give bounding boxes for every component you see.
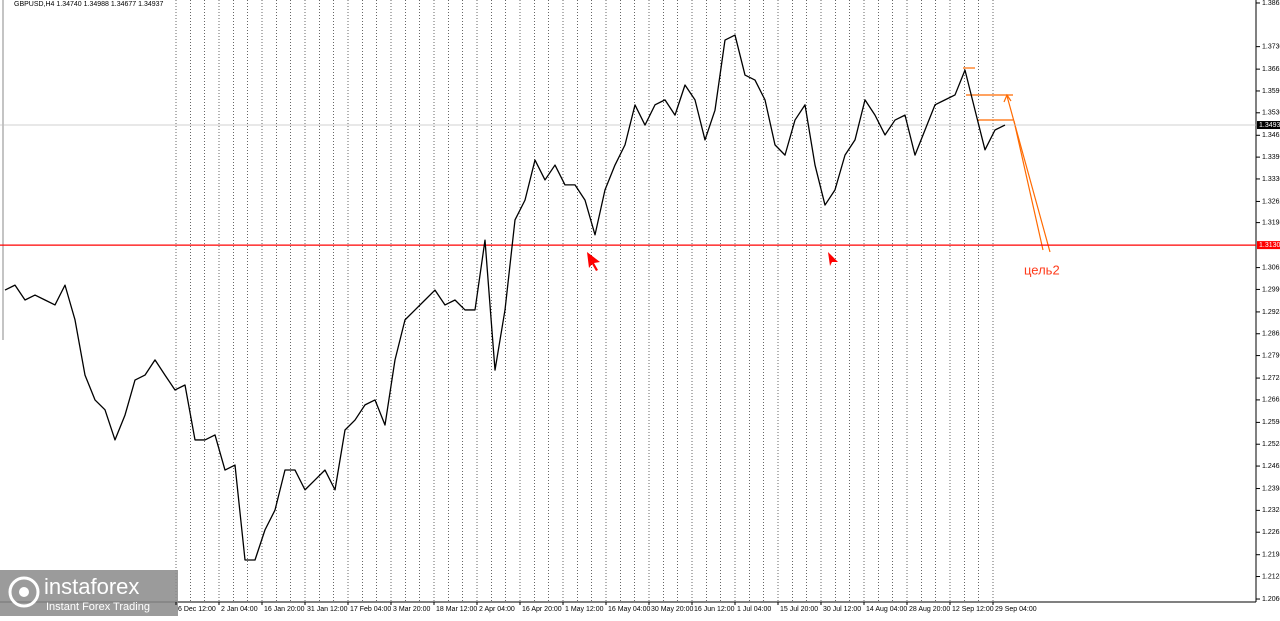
x-tick-label: 1 Jul 04:00 — [737, 606, 771, 613]
y-tick-label: 1.3730 — [1262, 43, 1280, 50]
annotation: цель2 — [1024, 262, 1060, 277]
price-tag — [1257, 241, 1280, 250]
y-tick-label: 1.2594 — [1262, 419, 1280, 426]
x-tick-label: 6 Dec 12:00 — [178, 606, 216, 613]
y-tick-label: 1.2128 — [1262, 573, 1280, 580]
y-tick-label: 1.2262 — [1262, 529, 1280, 536]
y-tick-label: 1.2328 — [1262, 507, 1280, 514]
x-tick-label: 31 Jan 12:00 — [307, 606, 348, 613]
arrow — [587, 252, 600, 271]
price-line — [4, 34, 1006, 561]
x-tick-label: 2 Apr 04:00 — [479, 606, 515, 613]
y-tick-label: 1.3862 — [1262, 0, 1280, 7]
y-tick-label: 1.2862 — [1262, 331, 1280, 338]
price-tag — [1257, 121, 1280, 130]
logo-icon — [19, 587, 29, 597]
y-tick-label: 1.3062 — [1262, 264, 1280, 271]
target-arrow — [1003, 93, 1012, 103]
x-tick-label: 30 May 20:00 — [651, 606, 694, 613]
x-tick-label: 2 Jan 04:00 — [221, 606, 258, 613]
x-tick-label: 16 Apr 20:00 — [522, 606, 562, 613]
y-tick-label: 1.3262 — [1262, 198, 1280, 205]
y-tick-label: 1.2928 — [1262, 309, 1280, 316]
x-tick-label: 16 Jun 12:00 — [694, 606, 735, 613]
x-tick-label: 1 May 12:00 — [565, 606, 604, 613]
target-ray — [1013, 120, 1044, 251]
x-tick-label: 16 Jan 20:00 — [264, 606, 305, 613]
x-tick-label: 14 Aug 04:00 — [866, 606, 907, 613]
y-tick-label: 1.2060 — [1262, 596, 1280, 603]
y-tick-label: 1.3662 — [1262, 66, 1280, 73]
y-tick-label: 1.3462 — [1262, 132, 1280, 139]
y-tick-label: 1.3396 — [1262, 154, 1280, 161]
tagline: Instant Forex Trading — [46, 601, 150, 613]
logo-icon — [8, 576, 40, 608]
y-tick-label: 1.3596 — [1262, 88, 1280, 95]
arrow — [828, 252, 838, 266]
y-tick-label: 1.2394 — [1262, 485, 1280, 492]
y-tick-label: 1.2662 — [1262, 397, 1280, 404]
brand: instaforex — [44, 574, 139, 599]
y-tick-label: 1.2528 — [1262, 441, 1280, 448]
grid — [175, 0, 994, 602]
y-tick-label: 1.3530 — [1262, 110, 1280, 117]
x-tick-label: 30 Jul 12:00 — [823, 606, 861, 613]
price-tag-label: 1.3130 — [1259, 242, 1280, 249]
logo: instaforex Instant Forex Trading — [0, 570, 178, 616]
x-tick-label: 15 Jul 20:00 — [780, 606, 818, 613]
y-tick-label: 1.2194 — [1262, 552, 1280, 559]
y-tick-label: 1.2462 — [1262, 463, 1280, 470]
price-tag-label: 1.3493 — [1259, 122, 1280, 129]
y-tick-label: 1.2996 — [1262, 286, 1280, 293]
x-tick-label: 18 Mar 12:00 — [436, 606, 477, 613]
y-tick-label: 1.2728 — [1262, 375, 1280, 382]
y-tick-label: 1.2796 — [1262, 352, 1280, 359]
target-lines — [963, 67, 1051, 253]
x-tick-label: 28 Aug 20:00 — [909, 606, 950, 613]
x-tick-label: 29 Sep 04:00 — [995, 606, 1037, 613]
x-tick-label: 16 May 04:00 — [608, 606, 651, 613]
x-tick-label: 12 Sep 12:00 — [952, 606, 994, 613]
x-tick-label: 17 Feb 04:00 — [350, 606, 391, 613]
y-tick-label: 1.3330 — [1262, 176, 1280, 183]
chart-title: GBPUSD,H4 1.34740 1.34988 1.34677 1.3493… — [14, 1, 164, 8]
y-tick-label: 1.3198 — [1262, 219, 1280, 226]
x-tick-label: 3 Mar 20:00 — [393, 606, 430, 613]
